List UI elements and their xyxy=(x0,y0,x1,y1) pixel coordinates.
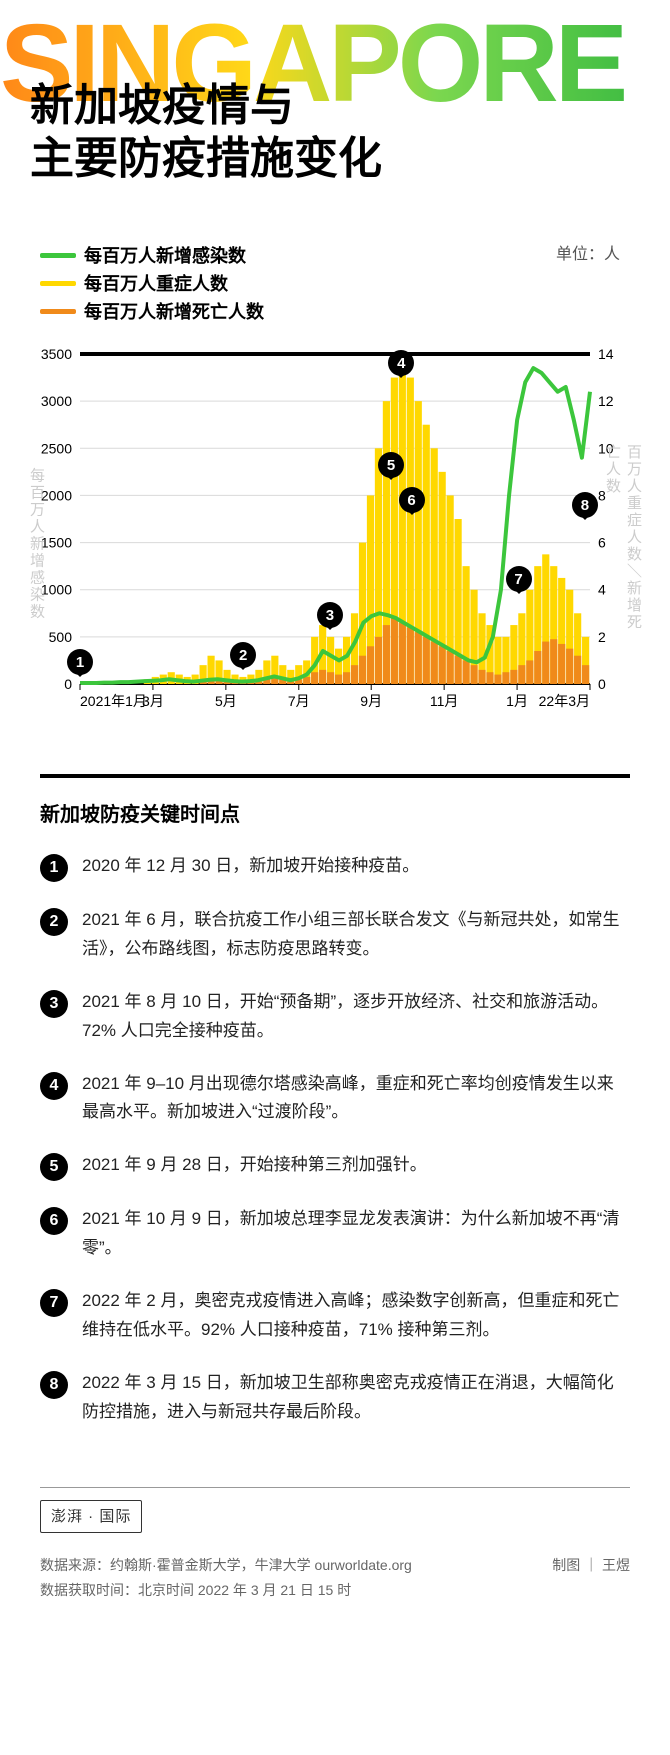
timeline-text: 2021 年 10 月 9 日，新加坡总理李显龙发表演讲：为什么新加坡不再“清零… xyxy=(82,1205,630,1263)
timeline-item-1: 1 2020 年 12 月 30 日，新加坡开始接种疫苗。 xyxy=(40,852,630,882)
timeline-number: 7 xyxy=(40,1289,68,1317)
title-line-1: 新加坡疫情与 xyxy=(30,81,294,130)
legend-label: 每百万人新增死亡人数 xyxy=(84,298,264,324)
main-title: 新加坡疫情与 主要防疫措施变化 xyxy=(30,0,640,186)
timeline-number: 5 xyxy=(40,1153,68,1181)
chart-marker-3: 3 xyxy=(317,602,343,628)
header: SINGAPORE 新加坡疫情与 主要防疫措施变化 xyxy=(0,0,670,230)
legend-label: 每百万人重症人数 xyxy=(84,270,228,296)
svg-text:3000: 3000 xyxy=(41,393,72,409)
timeline-number: 8 xyxy=(40,1371,68,1399)
chart-marker-5: 5 xyxy=(378,452,404,478)
footer-time: 数据获取时间：北京时间 2022 年 3 月 21 日 15 时 xyxy=(40,1578,630,1603)
unit-label: 单位：人 xyxy=(556,240,620,264)
svg-text:0: 0 xyxy=(598,676,606,692)
timeline-number: 1 xyxy=(40,854,68,882)
timeline-title: 新加坡防疫关键时间点 xyxy=(40,774,630,827)
timeline-text: 2022 年 3 月 15 日，新加坡卫生部称奥密克戎疫情正在消退，大幅简化防控… xyxy=(82,1369,630,1427)
chart-marker-6: 6 xyxy=(399,487,425,513)
svg-text:500: 500 xyxy=(49,629,73,645)
svg-text:2500: 2500 xyxy=(41,440,72,456)
timeline-item-7: 7 2022 年 2 月，奥密克戎疫情进入高峰；感染数字创新高，但重症和死亡维持在… xyxy=(40,1287,630,1345)
timeline-text: 2022 年 2 月，奥密克戎疫情进入高峰；感染数字创新高，但重症和死亡维持在低… xyxy=(82,1287,630,1345)
timeline-item-8: 8 2022 年 3 月 15 日，新加坡卫生部称奥密克戎疫情正在消退，大幅简化防… xyxy=(40,1369,630,1427)
timeline-item-5: 5 2021 年 9 月 28 日，开始接种第三剂加强针。 xyxy=(40,1151,630,1181)
timeline-number: 4 xyxy=(40,1072,68,1100)
svg-text:1月: 1月 xyxy=(506,693,528,709)
legend-item-1: 每百万人重症人数 xyxy=(40,270,630,296)
title-line-2: 主要防疫措施变化 xyxy=(30,134,382,183)
svg-text:11月: 11月 xyxy=(430,693,459,709)
chart-svg: 0500100015002000250030003500024681012142… xyxy=(30,344,640,744)
svg-text:14: 14 xyxy=(598,346,614,362)
svg-text:7月: 7月 xyxy=(288,693,310,709)
svg-text:3月: 3月 xyxy=(142,693,164,709)
chart-container: 每百万人新增感染数 百万人重症人数＼新增死亡人数 050010001500200… xyxy=(30,344,640,744)
legend: 单位：人 每百万人新增感染数每百万人重症人数每百万人新增死亡人数 xyxy=(0,230,670,324)
chart-marker-8: 8 xyxy=(572,492,598,518)
timeline-text: 2021 年 8 月 10 日，开始“预备期”，逐步开放经济、社交和旅游活动。7… xyxy=(82,988,630,1046)
legend-item-2: 每百万人新增死亡人数 xyxy=(40,298,630,324)
legend-label: 每百万人新增感染数 xyxy=(84,242,246,268)
legend-swatch xyxy=(40,281,76,286)
timeline-item-2: 2 2021 年 6 月，联合抗疫工作小组三部长联合发文《与新冠共处，如常生活》，… xyxy=(40,906,630,964)
timeline-number: 3 xyxy=(40,990,68,1018)
legend-swatch xyxy=(40,309,76,314)
svg-text:12: 12 xyxy=(598,393,614,409)
timeline-text: 2021 年 6 月，联合抗疫工作小组三部长联合发文《与新冠共处，如常生活》，公… xyxy=(82,906,630,964)
timeline-item-4: 4 2021 年 9–10 月出现德尔塔感染高峰，重症和死亡率均创疫情发生以来最高… xyxy=(40,1070,630,1128)
svg-text:22年3月: 22年3月 xyxy=(539,693,590,709)
svg-text:0: 0 xyxy=(64,676,72,692)
footer-source: 数据来源：约翰斯·霍普金斯大学，牛津大学 ourworldate.org xyxy=(40,1553,412,1578)
timeline-number: 6 xyxy=(40,1207,68,1235)
left-axis-label: 每百万人新增感染数 xyxy=(26,468,47,621)
right-axis-label: 百万人重症人数＼新增死亡人数 xyxy=(602,444,644,644)
footer-credit: 制图 ｜ 王煜 xyxy=(552,1553,630,1578)
svg-text:3500: 3500 xyxy=(41,346,72,362)
legend-swatch xyxy=(40,253,76,258)
timeline-text: 2021 年 9 月 28 日，开始接种第三剂加强针。 xyxy=(82,1151,630,1181)
chart-marker-7: 7 xyxy=(506,566,532,592)
svg-text:9月: 9月 xyxy=(360,693,382,709)
chart-marker-1: 1 xyxy=(67,649,93,675)
footer: 澎湃 · 国际 数据来源：约翰斯·霍普金斯大学，牛津大学 ourworldate… xyxy=(40,1487,630,1603)
chart-marker-2: 2 xyxy=(230,642,256,668)
svg-text:5月: 5月 xyxy=(215,693,237,709)
timeline-item-3: 3 2021 年 8 月 10 日，开始“预备期”，逐步开放经济、社交和旅游活动。… xyxy=(40,988,630,1046)
timeline-text: 2020 年 12 月 30 日，新加坡开始接种疫苗。 xyxy=(82,852,630,882)
timeline-text: 2021 年 9–10 月出现德尔塔感染高峰，重症和死亡率均创疫情发生以来最高水… xyxy=(82,1070,630,1128)
timeline-number: 2 xyxy=(40,908,68,936)
svg-text:2021年1月: 2021年1月 xyxy=(80,693,147,709)
legend-item-0: 每百万人新增感染数 xyxy=(40,242,630,268)
footer-brand: 澎湃 · 国际 xyxy=(40,1500,142,1533)
timeline-item-6: 6 2021 年 10 月 9 日，新加坡总理李显龙发表演讲：为什么新加坡不再“清… xyxy=(40,1205,630,1263)
timeline-section: 新加坡防疫关键时间点 1 2020 年 12 月 30 日，新加坡开始接种疫苗。 2… xyxy=(40,774,630,1427)
footer-divider xyxy=(40,1487,630,1488)
